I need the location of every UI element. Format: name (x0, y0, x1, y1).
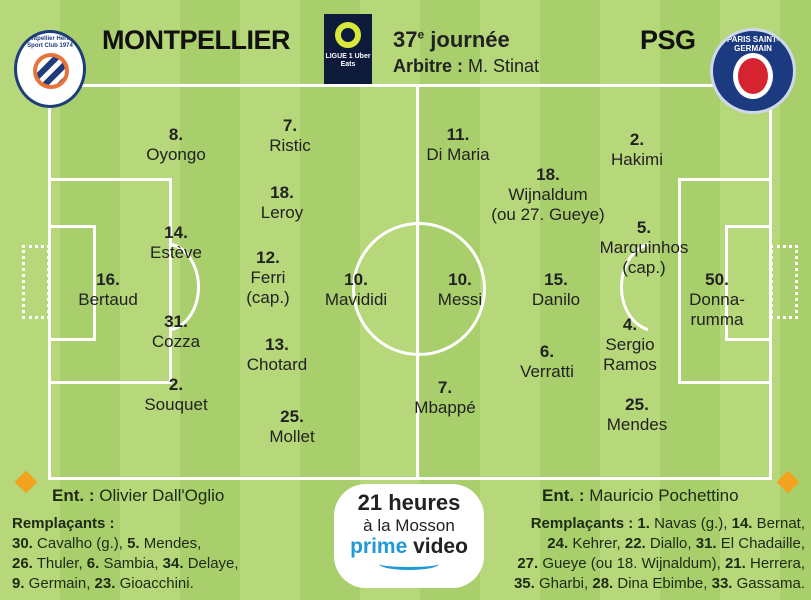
home-player: 16. Bertaud (78, 270, 138, 309)
home-team-name: MONTPELLIER (102, 25, 291, 55)
matchday-sup: e (417, 27, 425, 42)
left-goal (22, 245, 50, 319)
home-substitutes: Remplaçants : 30. Cavalho (g.), 5. Mende… (12, 515, 239, 592)
center-circle (352, 222, 486, 356)
venue: à la Mosson (363, 516, 455, 535)
home-player: 10. Mavididi (324, 270, 388, 309)
home-player: 8. Oyongo (146, 125, 206, 164)
ligue1-logo: LIGUE 1 Uber Eats (324, 14, 372, 84)
referee-name: M. Stinat (468, 56, 540, 76)
matchday-word: journée (424, 27, 510, 52)
away-player: 6. Verratti (520, 342, 574, 381)
away-coach: Ent. : Mauricio Pochettino (542, 486, 739, 505)
prime-video-logo: prime video (350, 535, 468, 558)
matchday-number: 37 (393, 27, 418, 52)
home-player: 2. Souquet (144, 375, 208, 414)
home-player: 18. Leroy (260, 183, 304, 222)
broadcast-box: 21 heures à la Mosson prime video (334, 484, 484, 588)
away-player: 5. Marquinhos (cap.) (599, 218, 689, 277)
away-player: 10. Messi (437, 270, 483, 309)
right-goal (770, 245, 798, 319)
amazon-smile-icon (379, 558, 439, 570)
montpellier-crest: Montpellier Hérault Sport Club 1974 (14, 30, 86, 108)
kickoff-time: 21 heures (357, 490, 461, 515)
away-substitutes: Remplaçants : 1. Navas (g.), 14. Bernat,… (513, 515, 805, 592)
corner-flag-icon (776, 470, 800, 494)
away-player: 50. Donna-rumma (689, 270, 745, 329)
corner-flag-icon (14, 470, 38, 494)
away-player: 18. Wijnaldum (ou 27. Gueye) (491, 165, 605, 224)
referee: Arbitre : M. Stinat (393, 56, 539, 77)
away-player: 11. Di Maria (426, 125, 490, 164)
home-player: 12. Ferri (cap.) (246, 248, 290, 307)
home-coach: Ent. : Olivier Dall'Oglio (52, 486, 225, 505)
home-player: 7. Ristic (269, 116, 311, 155)
away-player: 2. Hakimi (611, 130, 663, 169)
psg-crest: PARIS SAINT-GERMAIN (710, 28, 796, 114)
montpellier-crest-text: Montpellier Hérault Sport Club 1974 (22, 36, 78, 49)
away-player: 4. Sergio Ramos (603, 315, 657, 374)
home-player: 13. Chotard (246, 335, 308, 374)
away-player: 7. Mbappé (414, 378, 476, 417)
home-player: 25. Mollet (269, 407, 315, 446)
home-player: 14. Estève (150, 223, 202, 262)
away-player: 15. Danilo (531, 270, 581, 309)
away-player: 25. Mendes (606, 395, 668, 434)
home-player: 31. Cozza (151, 312, 201, 351)
matchday: 37e journée (393, 27, 510, 53)
ligue1-logo-text: LIGUE 1 Uber Eats (325, 53, 371, 68)
away-team-name: PSG (640, 25, 696, 55)
psg-crest-text: PARIS SAINT-GERMAIN (726, 35, 780, 53)
referee-label: Arbitre : (393, 56, 464, 76)
